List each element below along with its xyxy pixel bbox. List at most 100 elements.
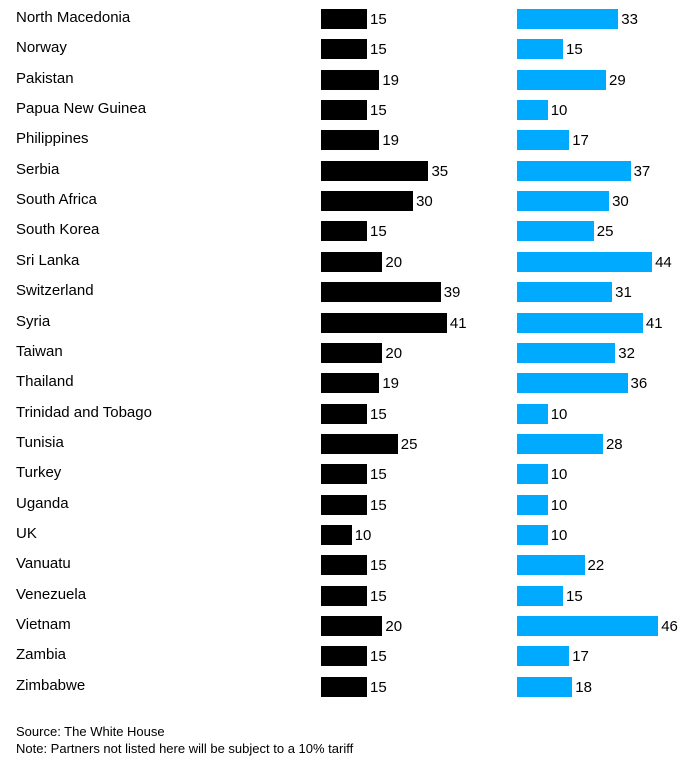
value-label: 19 [382,132,400,150]
value-label: 30 [612,193,629,211]
value-label: 33 [621,11,638,28]
value-label: 10 [550,496,568,514]
country-label: Syria [16,312,51,330]
bar-series-2 [517,646,570,667]
value-label: 36 [630,375,648,393]
country-label: South Africa [16,191,97,209]
bar-series-2 [517,616,659,636]
bar-series-2 [517,555,585,576]
bar-series-2 [517,433,603,454]
value-label: 10 [550,405,568,423]
bar-series-2 [517,585,564,606]
value-label: 19 [382,71,400,89]
value-label: 28 [605,435,623,453]
bar-series-1 [321,494,368,515]
value-label: 10 [550,526,568,544]
country-label: Venezuela [16,585,87,603]
country-label: North Macedonia [16,9,131,26]
bar-series-2 [517,312,643,333]
bar-series-1 [321,69,380,90]
bar-series-1 [321,616,383,636]
value-label: 17 [572,648,589,666]
country-label: Norway [16,39,67,57]
bar-series-2 [517,524,548,545]
bar-series-2 [517,9,619,29]
value-label: 44 [655,253,672,271]
bar-series-1 [321,433,398,454]
bar-series-2 [517,282,613,303]
value-label: 15 [370,648,387,666]
value-label: 35 [431,162,449,180]
value-label: 20 [385,618,403,635]
value-label: 15 [370,102,387,120]
country-label: South Korea [16,221,100,239]
bar-series-1 [321,312,447,333]
bar-series-2 [517,403,548,424]
value-label: 29 [609,71,626,89]
value-label: 17 [572,132,589,150]
bar-series-2 [517,494,548,515]
value-label: 22 [587,557,605,575]
bar-series-1 [321,282,441,303]
bar-series-2 [517,100,548,121]
country-label: Tunisia [16,433,64,451]
country-label: Zimbabwe [16,676,86,694]
value-label: 46 [661,618,678,635]
value-label: 15 [370,557,387,575]
bar-series-1 [321,221,368,242]
bar-series-2 [517,676,573,697]
bar-series-2 [517,69,607,90]
value-label: 10 [354,526,372,544]
value-label: 15 [370,405,387,423]
value-label: 30 [416,193,433,211]
value-label: 15 [370,678,387,696]
bar-series-2 [517,464,548,485]
bar-series-1 [321,676,368,697]
value-label: 19 [382,375,400,393]
value-label: 15 [370,11,387,28]
country-label: Pakistan [16,69,74,87]
bar-series-1 [321,191,414,212]
country-label: Taiwan [16,342,63,360]
bar-series-2 [517,373,628,394]
country-label: Serbia [16,160,60,178]
country-label: Philippines [16,130,89,148]
value-label: 15 [370,496,387,514]
value-label: 20 [385,344,403,362]
country-label: Thailand [16,373,74,391]
value-label: 15 [370,41,387,59]
country-label: Turkey [16,464,62,482]
value-label: 32 [618,344,635,362]
bar-series-2 [517,39,564,60]
value-label: 37 [633,162,651,180]
bar-series-1 [321,403,368,424]
value-label: 15 [370,223,387,241]
country-label: Papua New Guinea [16,100,147,118]
bar-series-1 [321,251,383,272]
value-label: 39 [443,284,461,302]
country-label: UK [16,524,37,542]
bar-series-1 [321,646,368,667]
bar-series-2 [517,251,653,272]
source-note: Source: The White House [16,724,165,739]
value-label: 15 [566,587,583,605]
country-label: Vanuatu [16,555,71,573]
bar-series-1 [321,555,368,576]
country-label: Vietnam [16,616,71,633]
bar-series-2 [517,130,570,151]
bar-series-1 [321,100,368,121]
bar-series-2 [517,342,616,363]
bar-series-1 [321,9,368,29]
bar-series-2 [517,221,594,242]
bar-series-2 [517,160,631,181]
value-label: 15 [370,587,387,605]
value-label: 41 [449,314,467,332]
bar-series-1 [321,342,383,363]
bar-series-2 [517,191,610,212]
value-label: 25 [400,435,418,453]
country-label: Zambia [16,646,67,664]
value-label: 10 [550,102,568,120]
value-label: 18 [575,678,592,696]
country-label: Switzerland [16,282,94,300]
